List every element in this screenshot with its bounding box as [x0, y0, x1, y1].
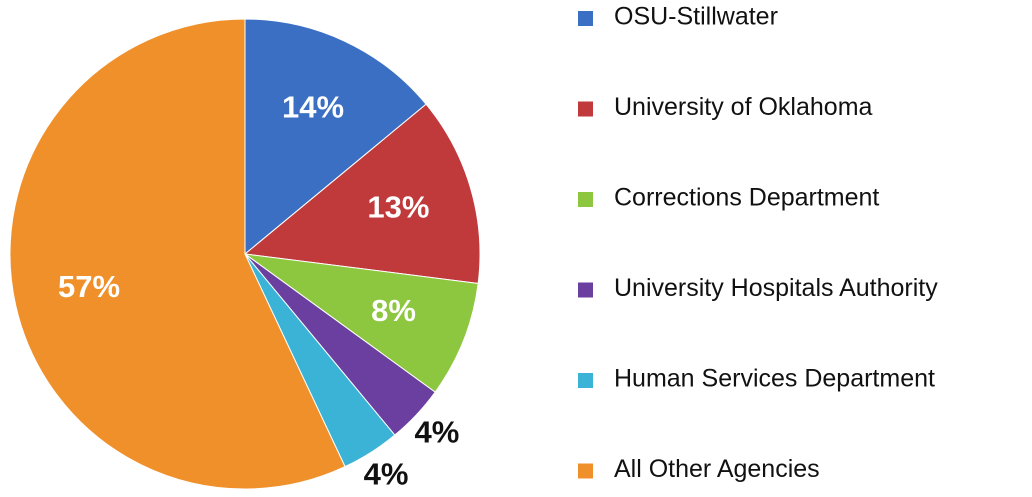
legend-swatch	[578, 463, 593, 479]
value-label: 4%	[414, 414, 459, 449]
legend-label: Corrections Department	[614, 184, 879, 212]
legend-label: OSU-Stillwater	[614, 3, 778, 31]
legend-swatch	[578, 373, 593, 388]
legend-swatch	[578, 101, 593, 117]
pie-slice	[9, 18, 346, 490]
pie-slice	[243, 103, 481, 285]
value-label: 57%	[58, 269, 120, 304]
legend-label: University Hospitals Authority	[614, 274, 938, 302]
value-label: 13%	[367, 190, 429, 225]
legend-label: University of Oklahoma	[614, 93, 873, 121]
legend-swatch	[578, 11, 593, 26]
legend-swatch	[578, 192, 593, 207]
pie-slice	[244, 18, 427, 256]
legend-label: All Other Agencies	[614, 455, 820, 483]
value-label: 14%	[282, 90, 344, 125]
value-label: 8%	[371, 293, 416, 328]
pie-slice	[244, 253, 479, 393]
legend-label: Human Services Department	[614, 365, 935, 393]
legend-swatch	[578, 282, 593, 298]
value-label: 4%	[364, 456, 409, 491]
